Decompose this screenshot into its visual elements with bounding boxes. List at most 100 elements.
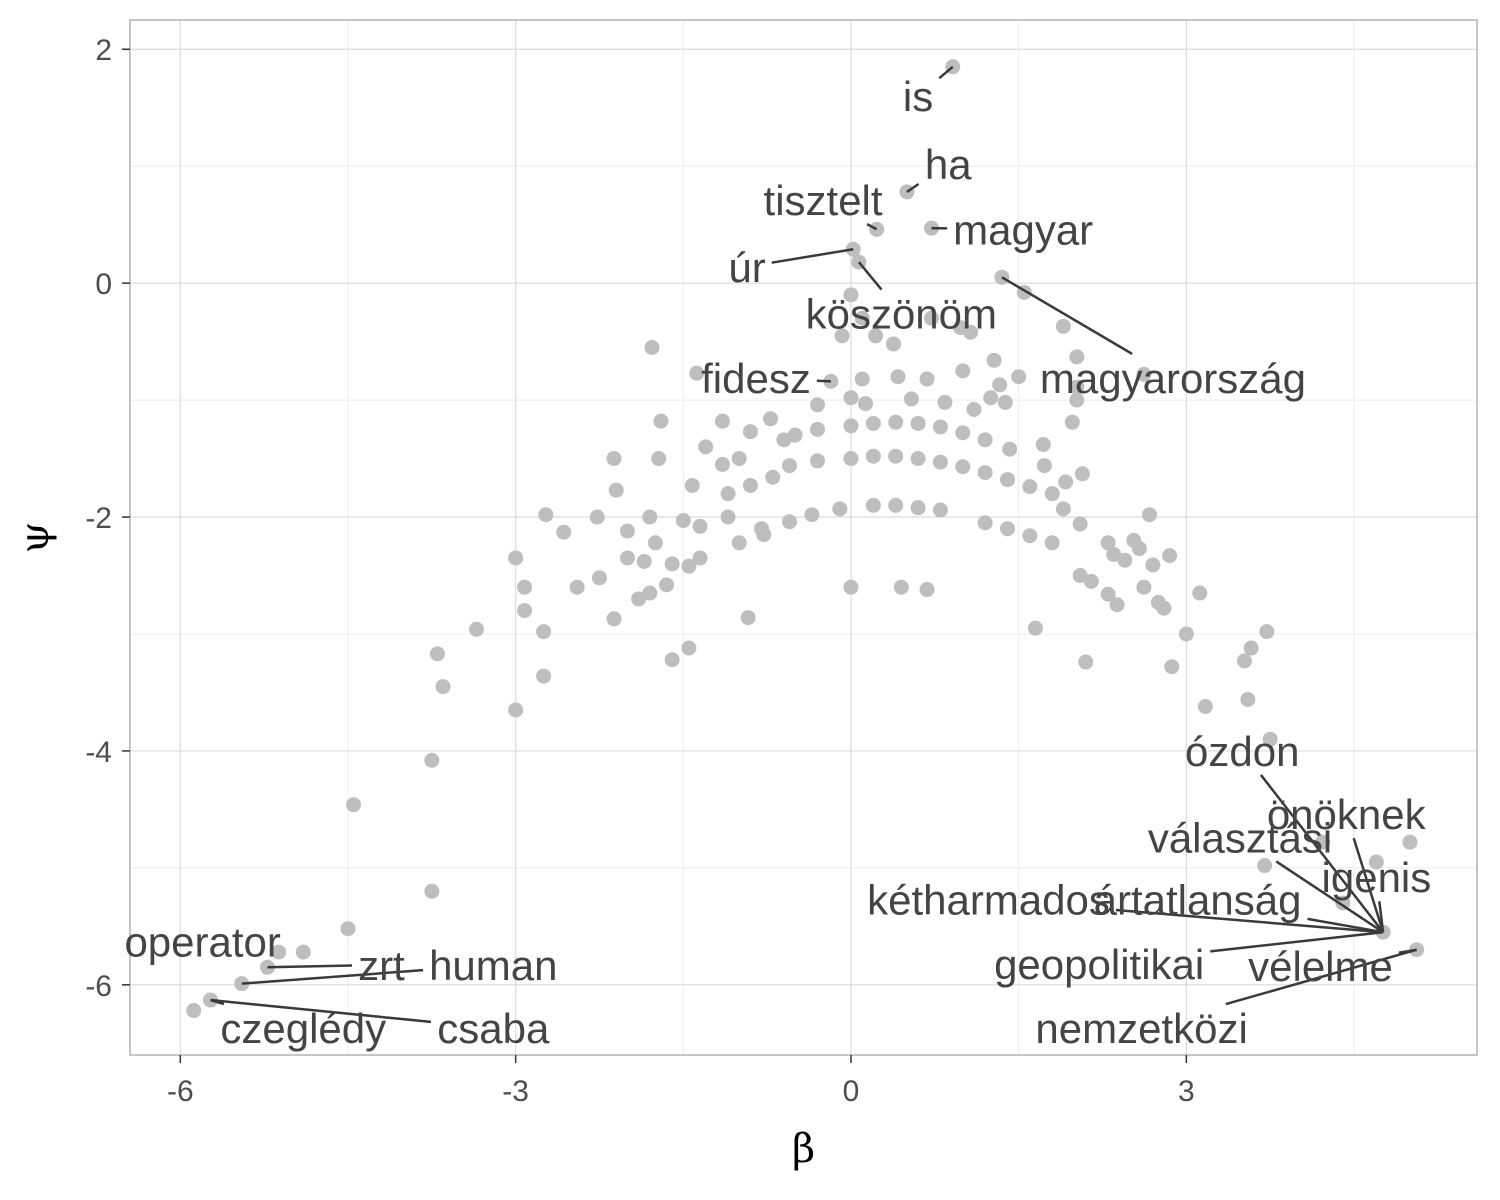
data-point [1000,472,1016,488]
data-point [1162,548,1178,564]
data-point [1058,474,1074,490]
data-point [966,401,982,417]
point-labels: is ha tisztelt magyar úr köszönöm fidesz magyar… [124,73,1431,1052]
word-label: human [429,942,557,989]
leader-line [1275,860,1384,934]
y-tick-label: -4 [85,736,112,769]
label-leader-lines [210,65,1417,1024]
data-point [1069,379,1085,395]
data-point [1055,318,1071,334]
data-point [508,702,524,718]
y-tick-label: 0 [95,268,112,301]
data-point [977,515,993,531]
data-point [977,465,993,481]
data-point [714,413,730,429]
data-point [868,328,884,344]
data-point [644,339,660,355]
data-point [1109,597,1125,613]
data-point [1069,392,1085,408]
data-point [740,610,756,626]
data-point [893,579,909,595]
word-label: köszönöm [806,291,997,338]
word-label: zrt [358,942,405,989]
data-point [1072,516,1088,532]
leader-line [857,261,883,291]
data-point [1078,654,1094,670]
word-label: fidesz [701,355,811,402]
data-point [843,390,859,406]
data-point [1074,466,1090,482]
data-point [843,579,859,595]
data-point [536,624,552,640]
data-point [681,558,697,574]
data-point [1000,521,1016,537]
data-point [681,640,697,656]
data-point [1136,366,1152,382]
data-point [517,603,533,619]
data-point [731,535,747,551]
data-point [271,944,287,960]
data-point [919,371,935,387]
leader-line [906,182,920,193]
data-point [809,397,825,413]
data-point [1178,626,1194,642]
data-point [619,523,635,539]
data-point [714,456,730,472]
data-point [435,679,451,695]
data-point [424,883,440,899]
data-point [997,394,1013,410]
data-point [1011,369,1027,385]
data-point [1022,528,1038,544]
data-point [843,418,859,434]
data-point [653,413,669,429]
data-point [782,514,798,530]
y-axis-title: ψ [12,522,58,553]
data-point [608,482,624,498]
data-point [720,486,736,502]
data-point [923,310,939,326]
data-point [919,582,935,598]
leader-line [1307,917,1384,934]
data-point [765,469,781,485]
x-axis-ticks: -6 -3 0 3 [167,1055,1195,1108]
leader-line [210,998,432,1024]
data-point [854,371,870,387]
data-point [1100,535,1116,551]
data-point [910,415,926,431]
data-point [937,394,953,410]
word-label: geopolitikai [994,941,1204,988]
data-point [932,454,948,470]
data-point [742,477,758,493]
data-point [1368,854,1384,870]
data-point [1055,501,1071,517]
data-point [675,513,691,529]
data-point [742,424,758,440]
data-point [636,553,652,569]
y-axis-ticks: 2 0 -2 -4 -6 [85,34,130,1003]
data-point [865,448,881,464]
data-point [1117,552,1133,568]
word-label: tisztelt [764,177,883,224]
data-point [346,797,362,813]
data-point [1069,349,1085,365]
data-point [1136,579,1152,595]
data-point [591,570,607,586]
x-tick-label: 0 [843,1075,860,1108]
leader-line [866,223,878,231]
data-point [340,921,356,937]
data-point [1257,858,1273,874]
data-points [186,59,1425,1019]
data-point [664,556,680,572]
leader-line [816,379,831,383]
data-point [1402,834,1418,850]
data-point [1156,600,1172,616]
data-point [186,1003,202,1019]
data-point [1064,414,1080,430]
data-point [843,451,859,467]
data-point [1027,620,1043,636]
x-axis-title: β [792,1126,815,1172]
data-point [963,324,979,340]
word-label: operator [124,919,280,966]
data-point [858,396,874,412]
